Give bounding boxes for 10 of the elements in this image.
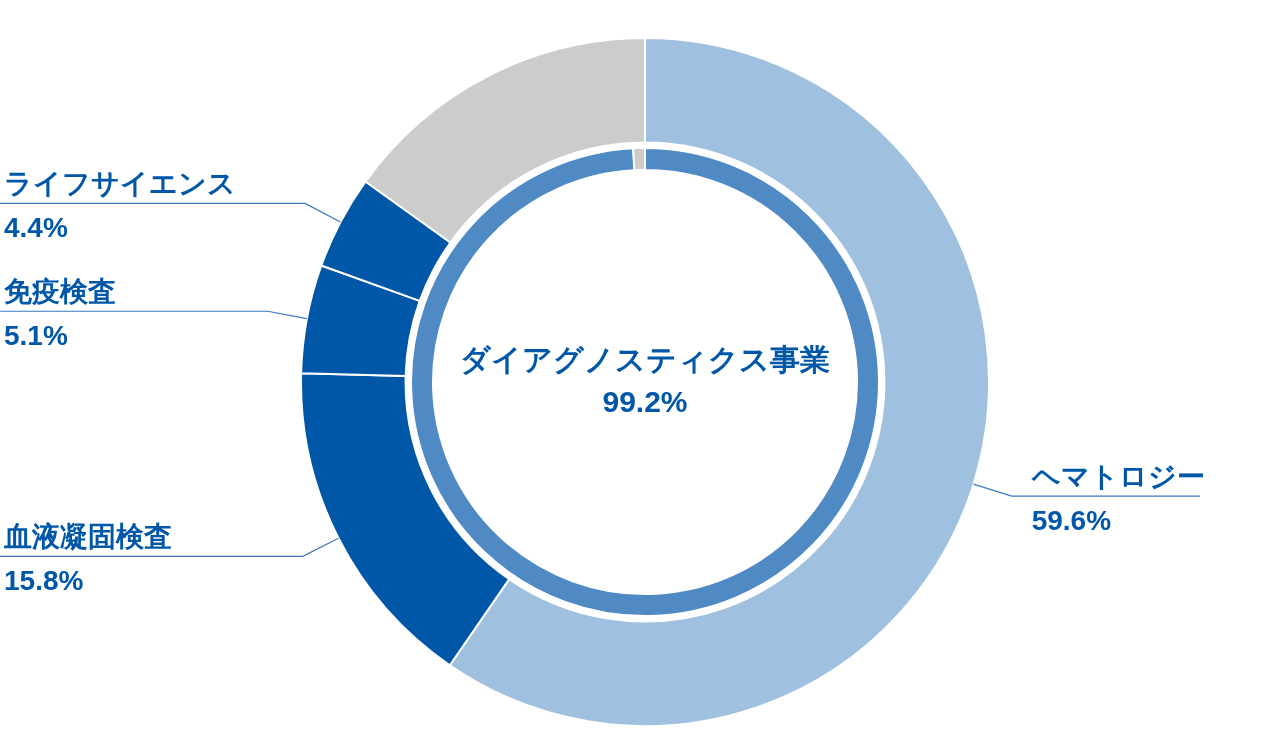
slice-label: 血液凝固検査 xyxy=(3,521,172,553)
slice-label: 免疫検査 xyxy=(4,276,116,308)
data-label: 99.2% xyxy=(602,385,688,419)
slice-label: ヘマトロジー xyxy=(1030,461,1205,493)
data-label: 4.4% xyxy=(4,212,68,244)
data-label: 5.1% xyxy=(4,320,68,352)
slice-label: ライフサイエンス xyxy=(4,168,236,200)
data-label: 15.8% xyxy=(4,565,84,597)
data-label: 59.6% xyxy=(1031,505,1112,537)
slice-label: ダイアグノスティクス事業 xyxy=(460,343,830,377)
